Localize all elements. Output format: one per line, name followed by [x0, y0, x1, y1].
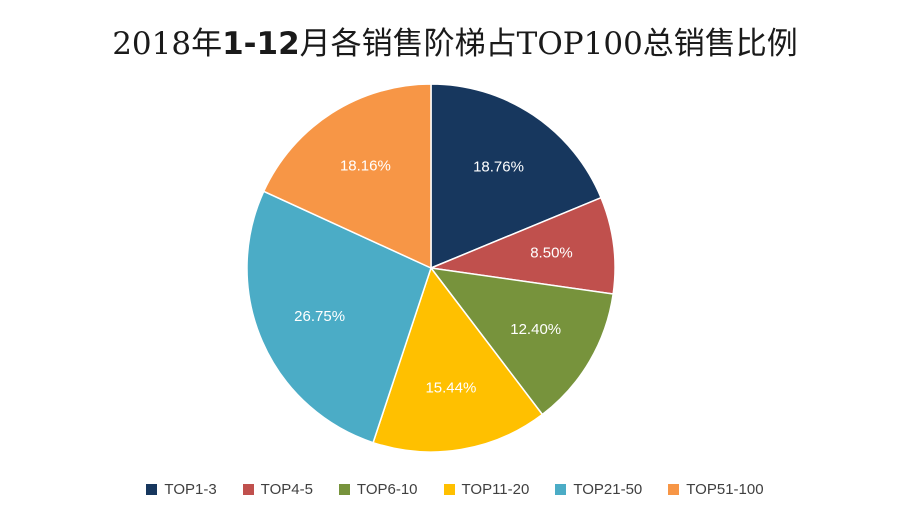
data-label-top11-20: 15.44%: [425, 379, 476, 396]
pie-slice-top4-5: [428, 196, 616, 295]
pie-slice-top21-50: [246, 190, 432, 444]
title-prefix: 2018年: [112, 26, 223, 62]
legend-label: TOP51-100: [686, 480, 764, 498]
legend-swatch: [668, 483, 680, 495]
title-suffix: 月各销售阶梯占TOP100总销售比例: [299, 26, 798, 62]
legend-item-top21-50: TOP21-50: [555, 481, 642, 498]
legend-item-top11-20: TOP11-20: [443, 480, 530, 498]
legend-label: TOP1-3: [164, 480, 217, 498]
legend-label: TOP11-20: [461, 480, 530, 498]
data-label-top21-50: 26.75%: [294, 308, 345, 325]
data-label-top1-3: 18.76%: [473, 159, 524, 176]
legend-item-top51-100: TOP51-100: [668, 480, 764, 498]
legend-label: TOP6-10: [356, 480, 418, 498]
legend-swatch: [338, 483, 350, 495]
pie-slice-top51-100: [262, 83, 432, 270]
legend-swatch: [146, 483, 158, 495]
title-bold: 1-12: [222, 26, 300, 62]
legend-item-top1-3: TOP1-3: [146, 480, 217, 498]
legend-item-top6-10: TOP6-10: [338, 480, 418, 498]
legend-swatch: [555, 483, 567, 495]
data-label-top4-5: 8.50%: [530, 244, 573, 261]
pie-slice-top11-20: [372, 266, 544, 453]
pie-slice-top6-10: [429, 266, 614, 416]
legend-label: TOP21-50: [573, 480, 643, 498]
data-label-top51-100: 18.16%: [340, 157, 391, 174]
pie-slice-top1-3: [430, 83, 603, 270]
legend-swatch: [443, 483, 455, 495]
legend-item-top4-5: TOP4-5: [242, 480, 313, 498]
legend-swatch: [242, 483, 254, 495]
pie-slices: [246, 83, 616, 453]
pie-labels: 18.76% 8.50% 12.40% 15.44% 26.75% 18.16%: [294, 157, 573, 396]
chart-title: 2018年1-12月各销售阶梯占TOP100总销售比例: [0, 18, 910, 63]
legend-label: TOP4-5: [260, 480, 313, 498]
data-label-top6-10: 12.40%: [510, 321, 561, 338]
legend: TOP1-3 TOP4-5 TOP6-10 TOP11-20 TOP21-50 TOP51…: [0, 478, 910, 500]
